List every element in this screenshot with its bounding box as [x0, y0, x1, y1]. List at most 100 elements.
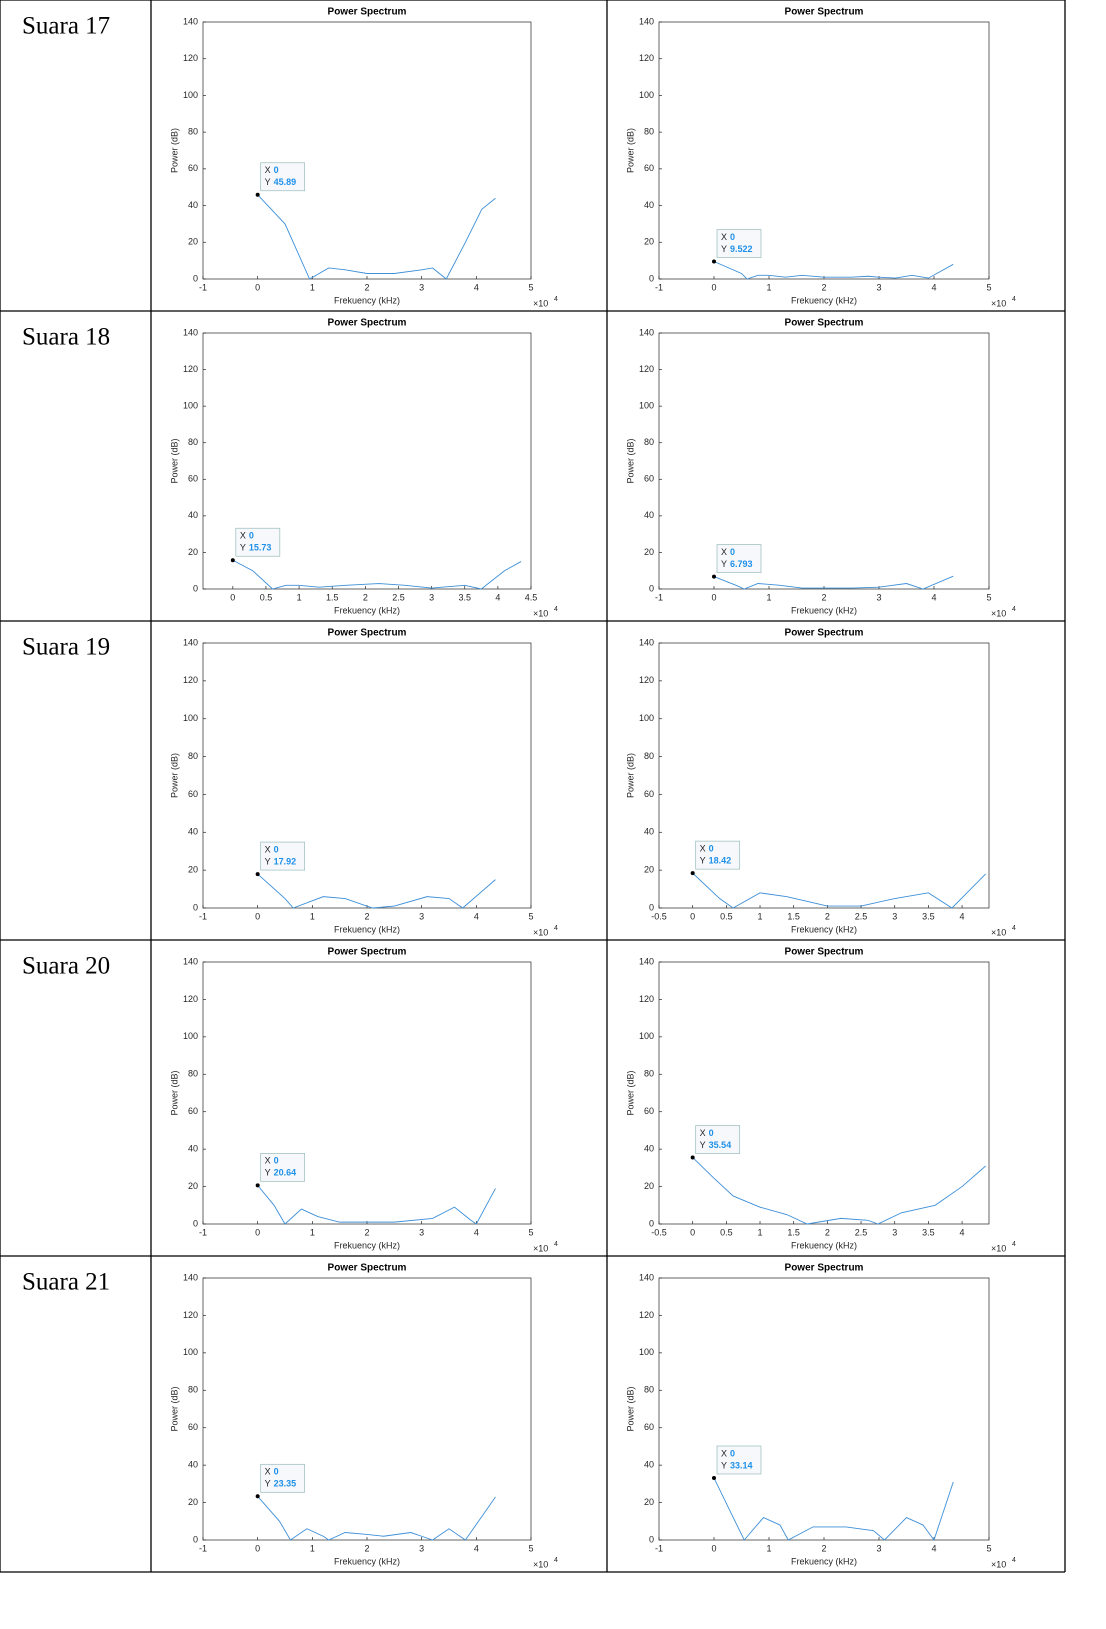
y-tick-label: 100	[183, 1031, 198, 1041]
chart: Power Spectrum Frekuency (kHz) Power (dB) ×…	[625, 7, 1016, 309]
x-multiplier: ×10	[991, 298, 1006, 308]
x-tick-label: 0.5	[720, 911, 733, 921]
datatip-y-value: 33.14	[730, 1460, 753, 1470]
x-tick-label: 2	[825, 911, 830, 921]
datatip-x-value: 0	[249, 531, 254, 541]
datatip-x-name: X	[721, 547, 727, 557]
x-tick-label: 2.5	[855, 911, 868, 921]
x-exponent: 4	[1012, 925, 1016, 932]
y-tick-label: 120	[183, 364, 198, 374]
x-axis-label: Frekuency (kHz)	[791, 605, 857, 615]
y-tick-label: 100	[639, 401, 654, 411]
row-label: Suara 21	[22, 1269, 110, 1296]
datatip-marker	[255, 872, 260, 877]
y-tick-label: 60	[188, 1422, 198, 1432]
y-tick-label: 0	[193, 273, 198, 283]
x-axis-label: Frekuency (kHz)	[791, 1240, 857, 1250]
y-tick-label: 40	[188, 1460, 198, 1470]
x-tick-label: 2	[363, 592, 368, 602]
datatip-y-name: Y	[265, 1479, 271, 1489]
x-tick-label: -0.5	[651, 1227, 667, 1237]
x-tick-label: 4	[960, 911, 965, 921]
datatip-marker	[255, 1494, 260, 1499]
x-tick-label: 4	[931, 1543, 936, 1553]
datatip-marker	[690, 871, 695, 876]
x-tick-label: 0	[711, 1543, 716, 1553]
y-axis-label: Power (dB)	[625, 753, 635, 798]
y-tick-label: 100	[639, 1347, 654, 1357]
x-tick-label: 1	[766, 282, 771, 292]
x-tick-label: 5	[528, 1543, 533, 1553]
x-multiplier: ×10	[991, 927, 1006, 937]
spectrum-line	[257, 1496, 496, 1541]
chart: Power Spectrum Frekuency (kHz) Power (dB) ×…	[625, 628, 1016, 938]
y-tick-label: 100	[639, 90, 654, 100]
x-tick-label: -1	[199, 1227, 207, 1237]
y-axis-label: Power (dB)	[169, 1070, 179, 1115]
datatip-y-value: 17.92	[274, 856, 297, 866]
x-multiplier: ×10	[533, 927, 548, 937]
x-tick-label: -1	[655, 282, 663, 292]
datatip-marker	[690, 1155, 695, 1160]
x-axis-label: Frekuency (kHz)	[334, 1556, 400, 1566]
y-tick-label: 140	[639, 956, 654, 966]
chart-title: Power Spectrum	[785, 7, 864, 18]
y-tick-label: 60	[188, 474, 198, 484]
row-label: Suara 20	[22, 953, 110, 980]
chart: Power Spectrum Frekuency (kHz) Power (dB) ×…	[625, 1263, 1016, 1570]
x-tick-label: 5	[528, 282, 533, 292]
x-tick-label: 2	[364, 1543, 369, 1553]
y-tick-label: 80	[644, 1069, 654, 1079]
plot-area	[202, 642, 532, 909]
datatip-y-value: 18.42	[709, 856, 732, 866]
spectrum-line	[257, 1185, 496, 1225]
x-tick-label: 2	[364, 282, 369, 292]
y-tick-label: 40	[188, 1144, 198, 1154]
x-exponent: 4	[1012, 296, 1016, 303]
x-tick-label: 2.5	[392, 592, 405, 602]
chart: Power Spectrum Frekuency (kHz) Power (dB) ×…	[625, 947, 1016, 1254]
y-tick-label: 40	[644, 827, 654, 837]
x-exponent: 4	[1012, 606, 1016, 613]
chart-title: Power Spectrum	[328, 947, 407, 958]
x-multiplier: ×10	[991, 1243, 1006, 1253]
x-axis-label: Frekuency (kHz)	[791, 924, 857, 934]
y-tick-label: 40	[644, 1460, 654, 1470]
x-tick-label: 4	[474, 911, 479, 921]
x-tick-label: 4	[474, 1543, 479, 1553]
x-tick-label: 3	[876, 1543, 881, 1553]
x-tick-label: 1	[758, 911, 763, 921]
datatip-box	[260, 162, 306, 192]
y-tick-label: 20	[188, 547, 198, 557]
datatip-x-value: 0	[709, 1128, 714, 1138]
datatip-y-value: 9.522	[730, 244, 753, 254]
datatip-x-value: 0	[730, 232, 735, 242]
y-tick-label: 140	[639, 1272, 654, 1282]
x-exponent: 4	[554, 1241, 558, 1248]
x-tick-label: 1	[766, 1543, 771, 1553]
y-axis-label: Power (dB)	[625, 1070, 635, 1115]
datatip-x-value: 0	[274, 1467, 279, 1477]
datatip-marker	[712, 1475, 716, 1480]
y-tick-label: 120	[183, 53, 198, 63]
x-tick-label: 3	[892, 1227, 897, 1237]
datatip-marker	[712, 259, 716, 264]
chart: Power Spectrum Frekuency (kHz) Power (dB) ×…	[169, 1263, 558, 1570]
x-tick-label: 1	[310, 911, 315, 921]
x-tick-label: 5	[528, 911, 533, 921]
y-axis-label: Power (dB)	[169, 1386, 179, 1431]
spectrum-line	[713, 575, 954, 590]
x-tick-label: 0	[690, 1227, 695, 1237]
y-tick-label: 20	[644, 865, 654, 875]
x-tick-label: 0.5	[720, 1227, 733, 1237]
x-multiplier: ×10	[533, 608, 548, 618]
x-tick-label: 5	[986, 592, 991, 602]
spectrum-line	[692, 872, 986, 909]
x-axis-label: Frekuency (kHz)	[334, 924, 400, 934]
datatip-y-name: Y	[700, 856, 706, 866]
y-tick-label: 80	[644, 751, 654, 761]
y-tick-label: 100	[183, 90, 198, 100]
x-tick-label: 1	[297, 592, 302, 602]
chart-title: Power Spectrum	[328, 628, 407, 639]
y-axis-label: Power (dB)	[169, 753, 179, 798]
